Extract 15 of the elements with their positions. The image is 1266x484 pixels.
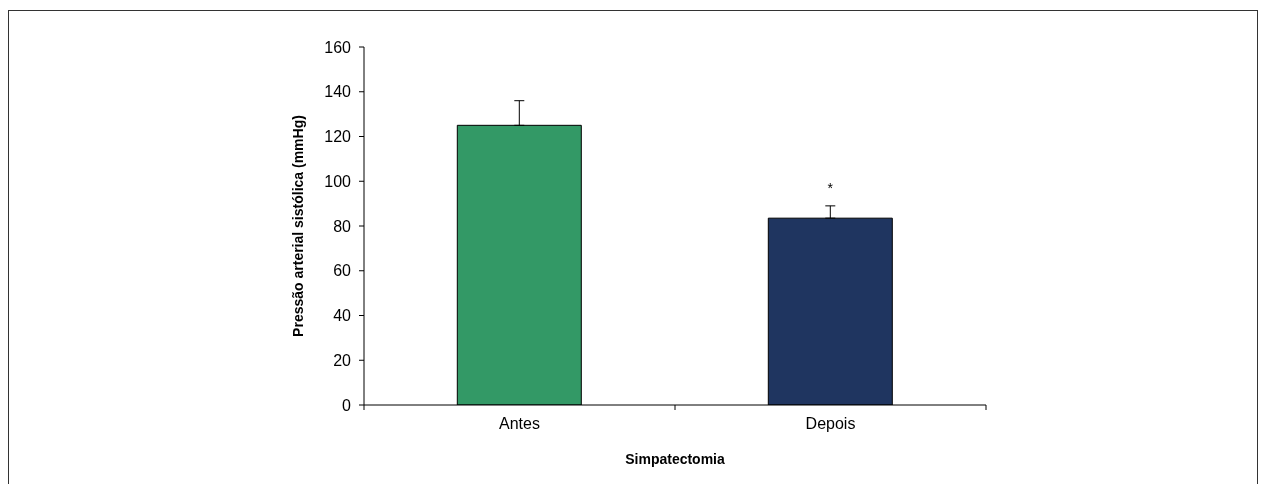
y-tick-label: 140 bbox=[324, 83, 352, 101]
y-tick-label: 160 bbox=[324, 38, 352, 56]
y-axis-title: Pressão arterial sistólica (mmHg) bbox=[290, 115, 306, 337]
x-tick-label: Depois bbox=[805, 415, 856, 433]
y-tick-label: 40 bbox=[333, 307, 352, 325]
y-tick-label: 120 bbox=[324, 128, 352, 146]
y-tick-label: 80 bbox=[333, 217, 352, 235]
figure-frame: Simpatectomia Pressão arterial sistólica (mmHg) Antes Depois 0 20 40 60 80 100 120 140 160 * bbox=[8, 10, 1258, 484]
annotation: * bbox=[827, 179, 834, 196]
y-tick-label: 20 bbox=[333, 351, 352, 369]
y-tick-label: 60 bbox=[333, 262, 352, 280]
y-tick-label: 0 bbox=[342, 396, 352, 414]
y-tick-label: 100 bbox=[324, 172, 352, 190]
x-tick-label: Antes bbox=[499, 415, 540, 433]
x-axis-title: Simpatectomia bbox=[625, 451, 725, 467]
